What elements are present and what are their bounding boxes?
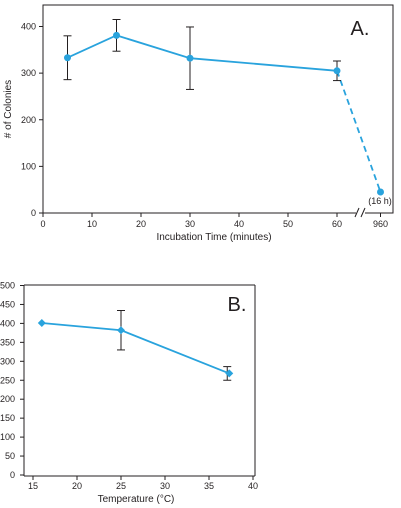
series-line-dashed <box>336 70 382 193</box>
y-tick-label: 0 <box>10 470 15 480</box>
y-tick-label: 100 <box>21 161 36 171</box>
x-tick-label: 10 <box>87 219 97 229</box>
x-tick-label: 20 <box>72 481 82 491</box>
y-tick-label: 200 <box>21 115 36 125</box>
x-tick-label: 40 <box>248 481 258 491</box>
y-tick-label: 450 <box>0 299 15 309</box>
data-point <box>333 67 341 75</box>
y-tick-label: 350 <box>0 337 15 347</box>
x-tick-label: 25 <box>116 481 126 491</box>
y-tick-label: 500 <box>0 281 15 291</box>
data-point <box>377 188 384 196</box>
y-tick-label: 400 <box>21 22 36 32</box>
x-tick-label: 50 <box>283 219 293 229</box>
x-axis-title: Incubation Time (minutes) <box>156 232 271 243</box>
data-point <box>64 54 71 62</box>
plot-frame <box>42 4 394 214</box>
panel-label: A. <box>351 18 370 40</box>
series-line <box>41 322 230 375</box>
panel-a-chart: 0 10 20 30 40 50 60 960 0 100 200 300 400 Incubation … <box>3 4 394 243</box>
data-point <box>37 319 46 328</box>
x-tick-label: 30 <box>185 219 195 229</box>
axis-break-mark <box>360 207 366 218</box>
data-point <box>117 326 125 335</box>
data-point <box>113 31 120 39</box>
y-tick-label: 0 <box>31 208 36 218</box>
data-point <box>186 54 194 62</box>
x-tick-label: 15 <box>28 481 38 491</box>
y-tick-label: 300 <box>0 356 15 366</box>
panel-label: B. <box>228 294 247 316</box>
x-tick-label: 60 <box>332 219 342 229</box>
x-tick-label: 40 <box>234 219 244 229</box>
y-tick-label: 400 <box>0 318 15 328</box>
axis-break-mark <box>354 207 360 218</box>
x-tick-label: 30 <box>160 481 170 491</box>
x-tick-label: 20 <box>136 219 146 229</box>
x-tick-label: 960 <box>373 219 388 229</box>
y-tick-label: 250 <box>0 375 15 385</box>
series-line <box>67 34 338 72</box>
y-tick-label: 50 <box>5 451 15 461</box>
y-tick-label: 150 <box>0 413 15 423</box>
axis-break-gap <box>356 207 365 219</box>
y-tick-label: 200 <box>0 394 15 404</box>
y-tick-label: 100 <box>0 432 15 442</box>
x-tick-label: 35 <box>204 481 214 491</box>
data-annotation: (16 h) <box>368 196 392 206</box>
x-tick-label: 0 <box>40 219 45 229</box>
x-axis-title: Temperature (°C) <box>98 494 175 505</box>
y-axis-title: # of Colonies <box>3 80 14 138</box>
y-tick-label: 300 <box>21 68 36 78</box>
data-point <box>225 369 234 378</box>
panel-b-chart: 15 20 25 30 35 400501001502002503003504004505… <box>0 281 258 506</box>
